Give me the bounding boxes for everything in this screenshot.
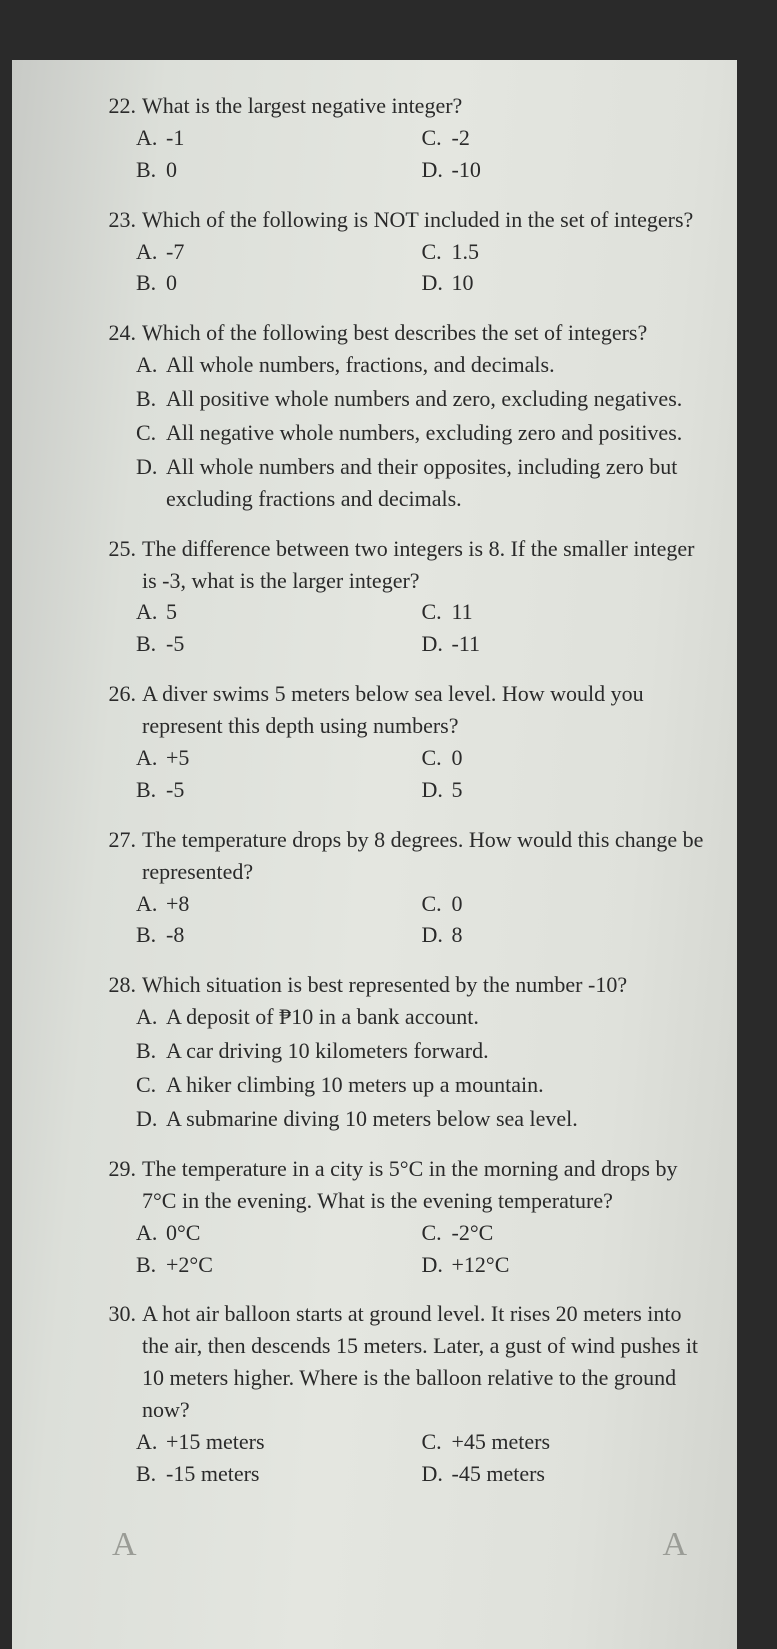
option-b: B.-5	[136, 774, 422, 806]
options: A.-1 B.0 C.-2 D.-10	[136, 122, 707, 186]
question-27: 27. The temperature drops by 8 degrees. …	[92, 824, 707, 952]
option-d: D.+12°C	[422, 1249, 708, 1281]
footer-mark-right: A	[662, 1520, 687, 1569]
option-b: B.-15 meters	[136, 1458, 422, 1490]
option-d: D.5	[422, 774, 708, 806]
question-23: 23. Which of the following is NOT includ…	[92, 204, 707, 300]
option-b: B.-8	[136, 919, 422, 951]
option-d: D.All whole numbers and their opposites,…	[136, 451, 707, 515]
option-a: A.+5	[136, 742, 422, 774]
option-b: B.A car driving 10 kilometers forward.	[136, 1035, 707, 1067]
option-a: A.A deposit of ₱10 in a bank account.	[136, 1001, 707, 1033]
option-c: C.+45 meters	[422, 1426, 708, 1458]
option-b: B.0	[136, 154, 422, 186]
option-c: C.11	[422, 596, 708, 628]
question-25: 25. The difference between two integers …	[92, 533, 707, 661]
option-c: C.All negative whole numbers, excluding …	[136, 417, 707, 449]
question-28: 28. Which situation is best represented …	[92, 969, 707, 1134]
options: A.0°C B.+2°C C.-2°C D.+12°C	[136, 1217, 707, 1281]
option-b: B.+2°C	[136, 1249, 422, 1281]
option-a: A.0°C	[136, 1217, 422, 1249]
question-stem: Which of the following best describes th…	[142, 317, 707, 349]
option-d: D.A submarine diving 10 meters below sea…	[136, 1103, 707, 1135]
question-stem: Which of the following is NOT included i…	[142, 204, 707, 236]
option-b: B.0	[136, 267, 422, 299]
options: A.+5 B.-5 C.0 D.5	[136, 742, 707, 806]
option-a: A.+15 meters	[136, 1426, 422, 1458]
question-number: 28.	[92, 969, 142, 1001]
option-d: D.10	[422, 267, 708, 299]
option-a: A.5	[136, 596, 422, 628]
footer-handwriting: A A	[92, 1520, 707, 1569]
option-d: D.-45 meters	[422, 1458, 708, 1490]
option-c: C.-2	[422, 122, 708, 154]
footer-mark-left: A	[112, 1520, 137, 1569]
option-c: C.0	[422, 742, 708, 774]
option-a: A.-1	[136, 122, 422, 154]
option-a: A.-7	[136, 236, 422, 268]
question-stem: The temperature drops by 8 degrees. How …	[142, 824, 707, 888]
question-number: 27.	[92, 824, 142, 856]
question-number: 30.	[92, 1298, 142, 1330]
option-b: B.All positive whole numbers and zero, e…	[136, 383, 707, 415]
option-d: D.-10	[422, 154, 708, 186]
question-22: 22. What is the largest negative integer…	[92, 90, 707, 186]
worksheet-page: 22. What is the largest negative integer…	[12, 60, 737, 1649]
options: A.+15 meters B.-15 meters C.+45 meters D…	[136, 1426, 707, 1490]
question-stem: Which situation is best represented by t…	[142, 969, 707, 1001]
option-b: B.-5	[136, 628, 422, 660]
option-c: C.0	[422, 888, 708, 920]
options: A.All whole numbers, fractions, and deci…	[136, 349, 707, 514]
question-stem: A hot air balloon starts at ground level…	[142, 1298, 707, 1426]
question-stem: The temperature in a city is 5°C in the …	[142, 1153, 707, 1217]
option-d: D.-11	[422, 628, 708, 660]
question-stem: The difference between two integers is 8…	[142, 533, 707, 597]
option-c: C.-2°C	[422, 1217, 708, 1249]
option-c: C.A hiker climbing 10 meters up a mounta…	[136, 1069, 707, 1101]
option-c: C.1.5	[422, 236, 708, 268]
question-stem: A diver swims 5 meters below sea level. …	[142, 678, 707, 742]
option-a: A.All whole numbers, fractions, and deci…	[136, 349, 707, 381]
option-d: D.8	[422, 919, 708, 951]
question-stem: What is the largest negative integer?	[142, 90, 707, 122]
question-24: 24. Which of the following best describe…	[92, 317, 707, 514]
question-number: 25.	[92, 533, 142, 565]
question-26: 26. A diver swims 5 meters below sea lev…	[92, 678, 707, 806]
question-number: 24.	[92, 317, 142, 349]
options: A.+8 B.-8 C.0 D.8	[136, 888, 707, 952]
option-a: A.+8	[136, 888, 422, 920]
options: A.-7 B.0 C.1.5 D.10	[136, 236, 707, 300]
question-number: 26.	[92, 678, 142, 710]
question-29: 29. The temperature in a city is 5°C in …	[92, 1153, 707, 1281]
question-number: 23.	[92, 204, 142, 236]
question-30: 30. A hot air balloon starts at ground l…	[92, 1298, 707, 1489]
question-number: 29.	[92, 1153, 142, 1185]
options: A.A deposit of ₱10 in a bank account. B.…	[136, 1001, 707, 1135]
question-number: 22.	[92, 90, 142, 122]
options: A.5 B.-5 C.11 D.-11	[136, 596, 707, 660]
